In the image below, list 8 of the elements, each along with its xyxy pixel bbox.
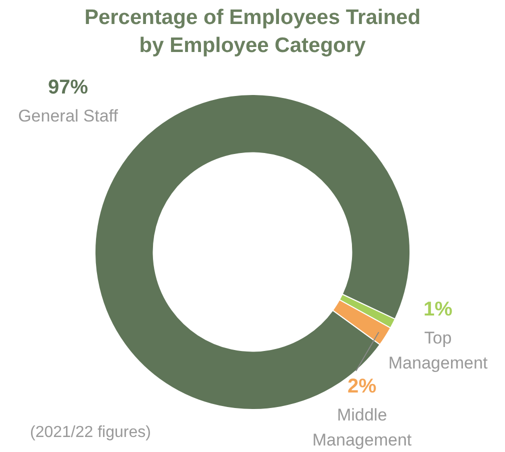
slice-label: Top Management [388, 328, 488, 373]
chart-title: Percentage of Employees Trained by Employee Category [83, 5, 422, 59]
data-label: 2% [348, 376, 377, 398]
data-label: 97% [48, 76, 88, 99]
slice-label: General Staff [18, 106, 118, 126]
data-label: 1% [424, 298, 453, 321]
text: (2021/22 figures) [30, 424, 151, 442]
slice-label: Middle Management [312, 406, 412, 450]
